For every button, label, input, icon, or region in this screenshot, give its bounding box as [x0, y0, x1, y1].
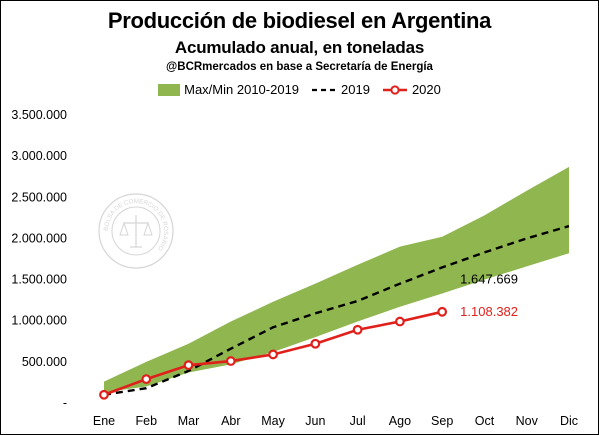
y-tick-label: 1.500.000 [11, 273, 67, 287]
legend-item-band: Max/Min 2010-2019 [158, 82, 299, 97]
y-axis: - 500.000 1.000.000 1.500.000 2.000.000 2.500… [11, 108, 67, 410]
legend-item-2020: 2020 [382, 82, 441, 97]
legend-2019-swatch [312, 88, 337, 91]
chart-legend: Max/Min 2010-2019 2019 2020 [1, 82, 598, 97]
legend-band-swatch [158, 83, 181, 96]
x-axis: Ene Feb Mar Abr May Jun Jul Ago Sep Oct Nov Dic [93, 414, 578, 428]
series-2020-point [141, 374, 152, 385]
x-tick-label: Ago [389, 414, 411, 428]
chart-title: Producción de biodiesel en Argentina [107, 8, 492, 33]
x-tick-label: Abr [221, 414, 240, 428]
legend-band-label: Max/Min 2010-2019 [184, 82, 300, 97]
plot-area: 1.647.669 1.108.382 [99, 166, 570, 400]
annotation-2019: 1.647.669 [460, 271, 518, 286]
x-tick-label: Ene [93, 414, 115, 428]
x-tick-label: Dic [560, 414, 578, 428]
legend-2020-swatch [382, 84, 407, 95]
annotation-2020: 1.108.382 [460, 304, 518, 319]
series-2020-point [99, 389, 109, 400]
series-2020-point [310, 338, 321, 349]
series-2020-point [352, 324, 363, 335]
x-tick-label: Oct [475, 414, 495, 428]
chart-source: @BCRmercados en base a Secretaría de Ene… [166, 61, 433, 73]
legend-item-2019: 2019 [311, 82, 370, 97]
y-tick-label: - [63, 396, 67, 410]
y-tick-label: 2.000.000 [11, 231, 67, 245]
y-tick-label: 3.500.000 [11, 108, 67, 122]
series-2020-point [437, 306, 448, 317]
x-tick-label: Feb [135, 414, 157, 428]
series-2020-point [268, 349, 278, 360]
y-tick-label: 2.500.000 [11, 190, 67, 204]
x-tick-label: Jul [350, 414, 366, 428]
x-tick-label: Nov [516, 414, 539, 428]
x-tick-label: Mar [178, 414, 200, 428]
legend-2020-label: 2020 [411, 82, 441, 97]
x-tick-label: Jun [305, 414, 325, 428]
series-2020-point [183, 360, 194, 371]
series-2020-point [225, 356, 236, 366]
max-min-band [104, 166, 569, 393]
series-2020-point [395, 316, 405, 327]
y-tick-label: 3.000.000 [11, 149, 67, 163]
legend-2019-label: 2019 [341, 82, 370, 97]
bcr-seal-watermark: BOLSA DE COMERCIO DE ROSARIO [98, 193, 174, 269]
x-tick-label: Sep [431, 414, 453, 428]
y-tick-label: 500.000 [22, 355, 67, 369]
x-tick-label: May [261, 414, 285, 428]
chart-subtitle: Acumulado anual, en toneladas [174, 38, 425, 57]
y-tick-label: 1.000.000 [11, 314, 67, 328]
